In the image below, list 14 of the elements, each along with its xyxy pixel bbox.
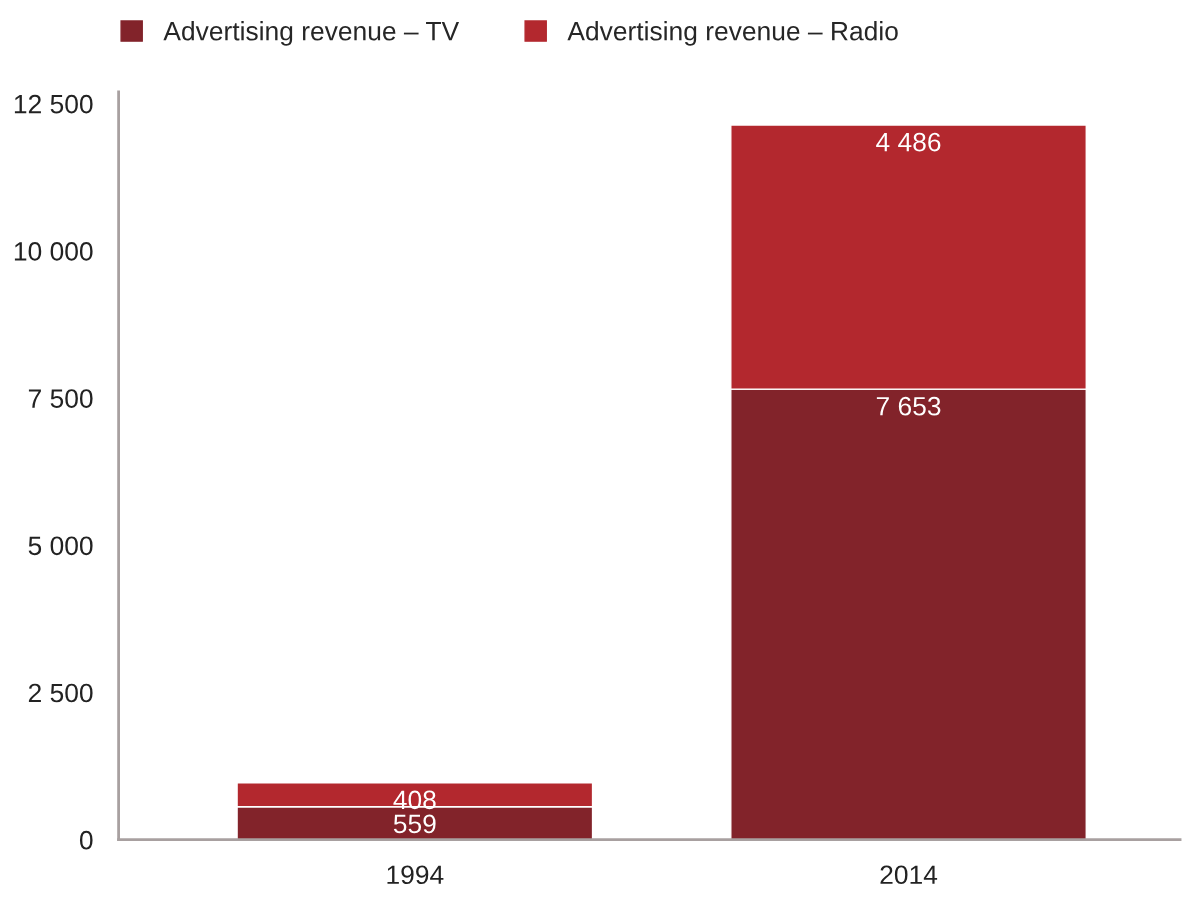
data-label: 559 — [393, 814, 436, 834]
y-tick-label: 12 500 — [14, 94, 93, 114]
x-tick-label: 2014 — [880, 865, 938, 885]
x-tick-label: 1994 — [387, 865, 444, 885]
y-tick-label: 2 500 — [28, 683, 93, 703]
data-label: 408 — [393, 790, 436, 810]
y-tick-label: 7 500 — [28, 389, 93, 408]
data-label: 7 653 — [876, 396, 941, 416]
data-label: 4 486 — [876, 132, 941, 152]
y-tick-label: 0 — [79, 830, 93, 850]
legend-label: Advertising revenue – TV — [163, 21, 460, 46]
legend-label: Advertising revenue – Radio — [567, 21, 898, 46]
y-tick-label: 5 000 — [28, 536, 93, 556]
y-tick-label: 10 000 — [14, 242, 93, 261]
